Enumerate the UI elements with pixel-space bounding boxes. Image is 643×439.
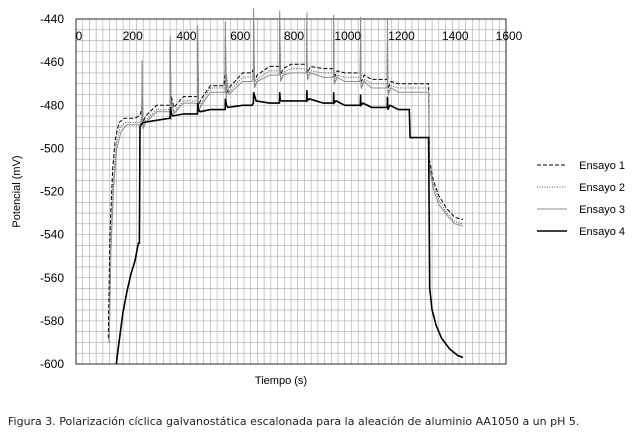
- legend-label-4: Ensayo 4: [579, 226, 625, 238]
- y-tick-label: -500: [40, 141, 64, 155]
- y-tick-label: -440: [40, 12, 64, 26]
- y-tick-label: -600: [40, 357, 64, 371]
- series-line-3: [108, 8, 464, 343]
- legend-label-1: Ensayo 1: [579, 160, 625, 172]
- y-tick-label: -580: [40, 314, 64, 328]
- x-axis-title: Tiempo (s): [255, 375, 307, 387]
- y-tick-label: -520: [40, 185, 64, 199]
- series-line-1: [107, 23, 464, 339]
- y-tick-label: -560: [40, 271, 64, 285]
- x-tick-label: 400: [176, 29, 196, 43]
- x-tick-label: 0: [76, 29, 83, 43]
- chart-svg: -440 -460 -480 -500 -520 -540 -560 -580 -600 0 20…: [11, 8, 625, 387]
- y-axis-title: Potencial (mV): [11, 155, 23, 227]
- x-tick-label: 1000: [334, 29, 361, 43]
- x-tick-label: 200: [123, 29, 143, 43]
- x-tick-label: 1600: [496, 29, 523, 43]
- y-tick-label: -460: [40, 55, 64, 69]
- plot-frame: [75, 18, 507, 365]
- x-tick-label: 1200: [388, 29, 415, 43]
- legend-label-2: Ensayo 2: [579, 182, 625, 194]
- x-tick-label: 600: [230, 29, 250, 43]
- chart-grid: [75, 18, 507, 365]
- series-line-4: [115, 90, 464, 365]
- legend-label-3: Ensayo 3: [579, 204, 625, 216]
- x-tick-labels: 0 200 400 600 800 1000 1200 1400 1600: [76, 29, 523, 43]
- legend: Ensayo 1 Ensayo 2 Ensayo 3 Ensayo 4: [537, 160, 625, 238]
- x-tick-label: 800: [284, 29, 304, 43]
- y-tick-label: -540: [40, 228, 64, 242]
- x-tick-label: 1400: [442, 29, 469, 43]
- y-tick-label: -480: [40, 98, 64, 112]
- y-tick-labels: -440 -460 -480 -500 -520 -540 -560 -580 -600: [40, 12, 64, 371]
- chart-series-layer: [107, 8, 464, 365]
- figure-caption: Figura 3. Polarización cíclica galvanost…: [8, 415, 580, 428]
